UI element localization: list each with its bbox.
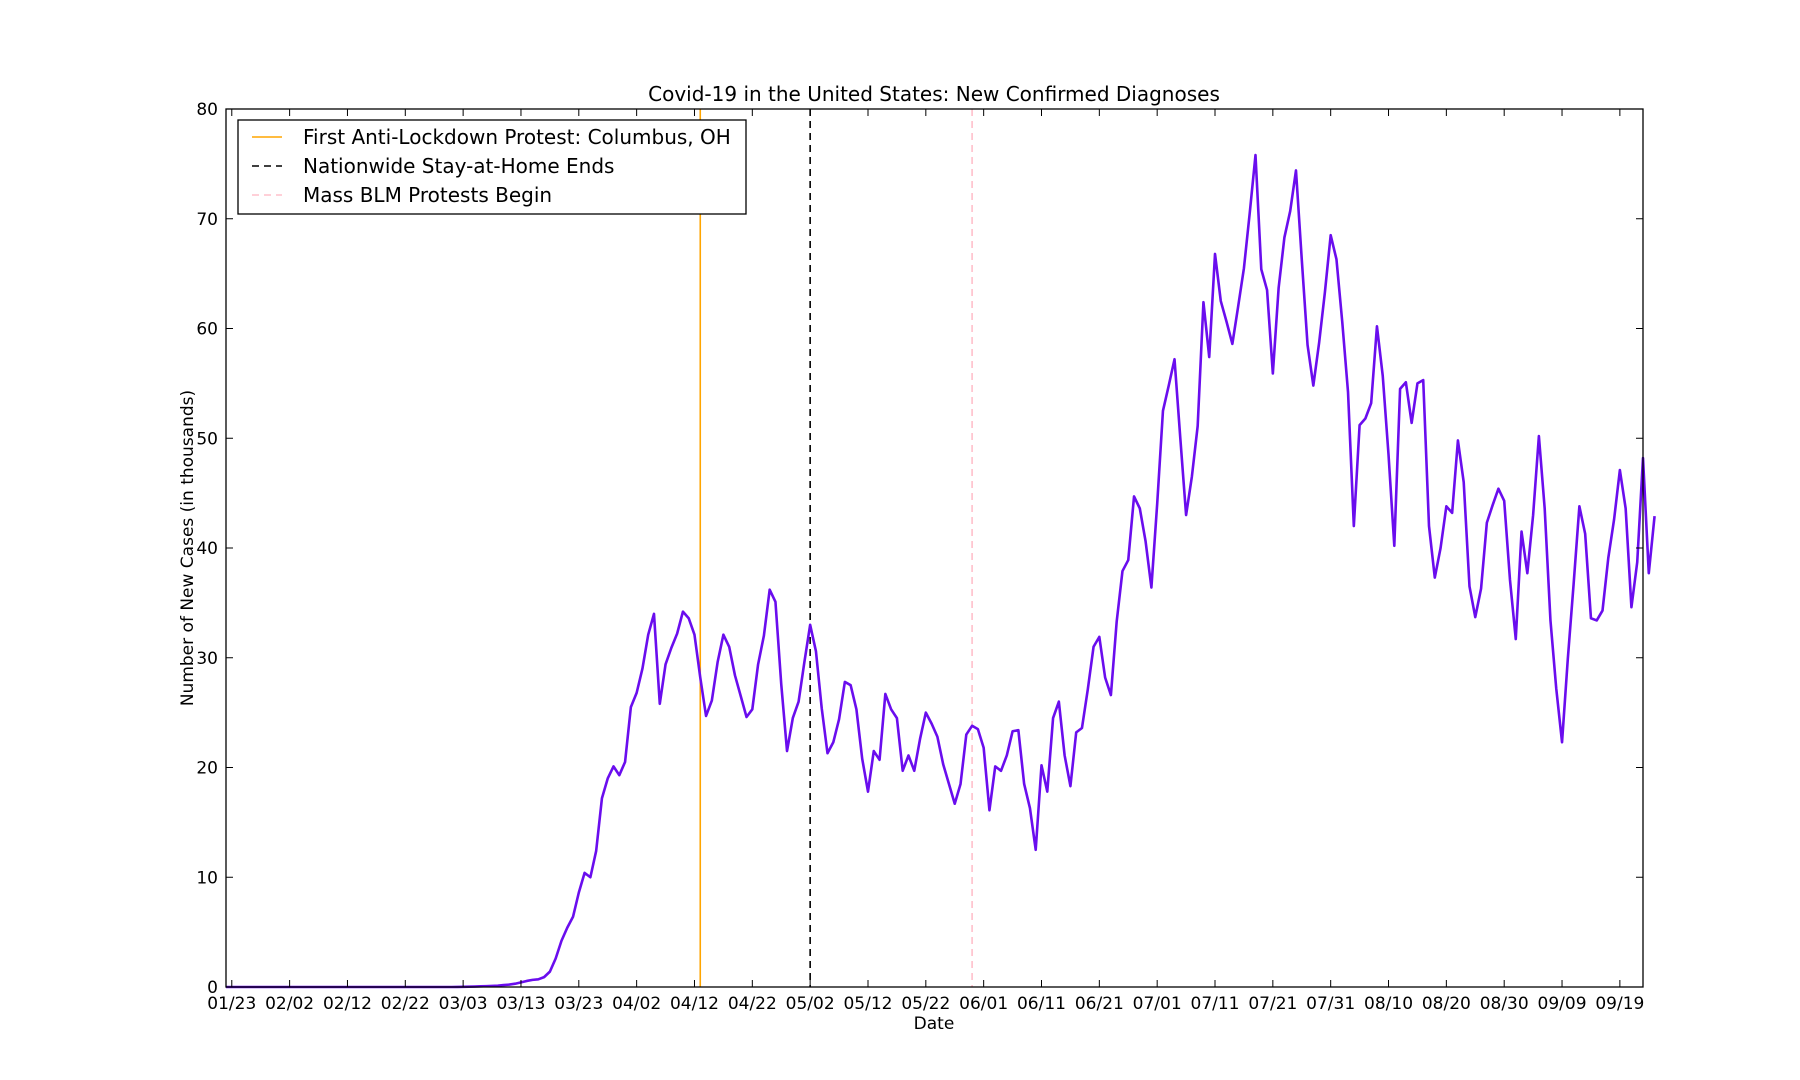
x-tick-label: 04/12 (670, 994, 719, 1014)
x-tick-label: 05/12 (843, 994, 892, 1014)
x-tick-label: 08/30 (1480, 994, 1529, 1014)
y-tick-label: 40 (196, 539, 218, 559)
x-tick-label: 07/01 (1133, 994, 1182, 1014)
x-tick-label: 05/02 (786, 994, 835, 1014)
x-tick-label: 04/02 (612, 994, 661, 1014)
x-tick-label: 08/20 (1422, 994, 1471, 1014)
x-tick-label: 06/11 (1017, 994, 1066, 1014)
y-axis: 0 10 20 30 40 50 60 70 80 (196, 100, 1643, 998)
y-tick-label: 80 (196, 100, 218, 120)
x-tick-label: 01/23 (207, 994, 256, 1014)
x-tick-label: 03/23 (554, 994, 603, 1014)
legend-label-protest: First Anti-Lockdown Protest: Columbus, O… (303, 125, 731, 149)
y-tick-label: 70 (196, 210, 218, 230)
legend-label-stay-home: Nationwide Stay-at-Home Ends (303, 154, 614, 178)
y-tick-label: 30 (196, 649, 218, 669)
x-tick-label: 05/22 (901, 994, 950, 1014)
y-tick-label: 0 (207, 978, 218, 998)
y-axis-title: Number of New Cases (in thousands) (178, 390, 198, 706)
y-tick-label: 10 (196, 868, 218, 888)
x-axis-title: Date (914, 1014, 955, 1034)
x-tick-label: 09/09 (1538, 994, 1587, 1014)
x-axis: 01/23 02/02 02/12 02/22 03/03 03/13 03/23 04/02… (207, 109, 1644, 1014)
chart-title: Covid-19 in the United States: New Confi… (648, 82, 1220, 106)
x-tick-label: 06/21 (1075, 994, 1124, 1014)
y-tick-label: 60 (196, 320, 218, 340)
x-tick-label: 02/22 (381, 994, 430, 1014)
x-tick-label: 08/10 (1364, 994, 1413, 1014)
x-tick-label: 03/03 (439, 994, 488, 1014)
legend-label-blm: Mass BLM Protests Begin (303, 183, 552, 207)
x-tick-label: 06/01 (959, 994, 1008, 1014)
x-tick-label: 07/21 (1248, 994, 1297, 1014)
x-tick-label: 02/12 (323, 994, 372, 1014)
legend-box (237, 119, 747, 215)
x-tick-label: 03/13 (496, 994, 545, 1014)
x-tick-label: 02/02 (265, 994, 314, 1014)
x-tick-label: 07/11 (1191, 994, 1240, 1014)
x-tick-label: 07/31 (1306, 994, 1355, 1014)
y-tick-label: 50 (196, 429, 218, 449)
x-tick-label: 09/19 (1595, 994, 1644, 1014)
x-tick-label: 04/22 (728, 994, 777, 1014)
y-tick-label: 20 (196, 759, 218, 779)
legend: First Anti-Lockdown Protest: Columbus, O… (237, 119, 747, 215)
event-lines (699, 109, 973, 987)
